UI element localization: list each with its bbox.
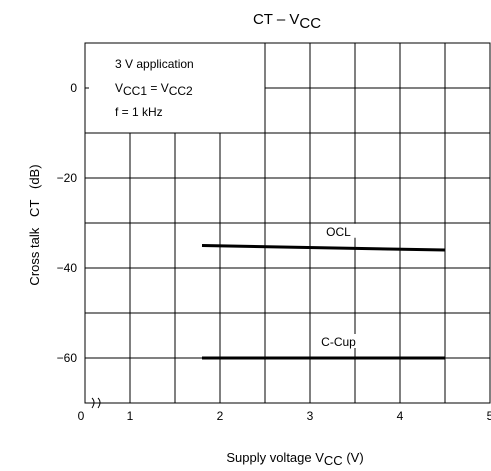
x-tick-label: 0	[78, 409, 85, 423]
y-axis-label: Cross talk CT (dB)	[27, 164, 42, 285]
annotation-sub: CC1	[123, 84, 147, 98]
x-tick-label: 5	[487, 409, 491, 423]
y-tick-label: −40	[57, 261, 78, 275]
annotation: 3 V application	[115, 57, 194, 71]
chart-title: CT – VCC	[253, 11, 321, 32]
series-line	[201, 244, 446, 252]
y-tick-label: 0	[70, 81, 77, 95]
x-axis-label-part: Supply voltage V	[226, 450, 324, 465]
chart-title-part: CT – V	[253, 11, 299, 28]
chart-title-sub: CC	[299, 15, 321, 32]
y-tick-label: −60	[57, 351, 78, 365]
series-label-bg	[316, 334, 361, 348]
annotation-part: V	[115, 81, 123, 95]
annotation: VCC1 = VCC2	[115, 81, 193, 98]
annotation: f = 1 kHz	[115, 105, 163, 119]
plot-frame	[84, 42, 491, 404]
x-tick-label: 4	[397, 409, 404, 423]
annotation-part: = V	[147, 81, 169, 95]
x-axis-label: Supply voltage VCC (V)	[226, 450, 363, 468]
x-axis-label-part: (V)	[343, 450, 364, 465]
y-tick-label: −20	[57, 171, 78, 185]
x-tick-label: 1	[127, 409, 134, 423]
x-tick-label: 3	[307, 409, 314, 423]
series-label-bg	[316, 223, 361, 238]
series-label: OCL	[326, 225, 351, 239]
x-tick-label: 2	[217, 409, 224, 423]
x-axis-label-sub: CC	[324, 453, 343, 468]
series-label: C-Cup	[321, 335, 356, 349]
annotation-sub: CC2	[169, 84, 193, 98]
